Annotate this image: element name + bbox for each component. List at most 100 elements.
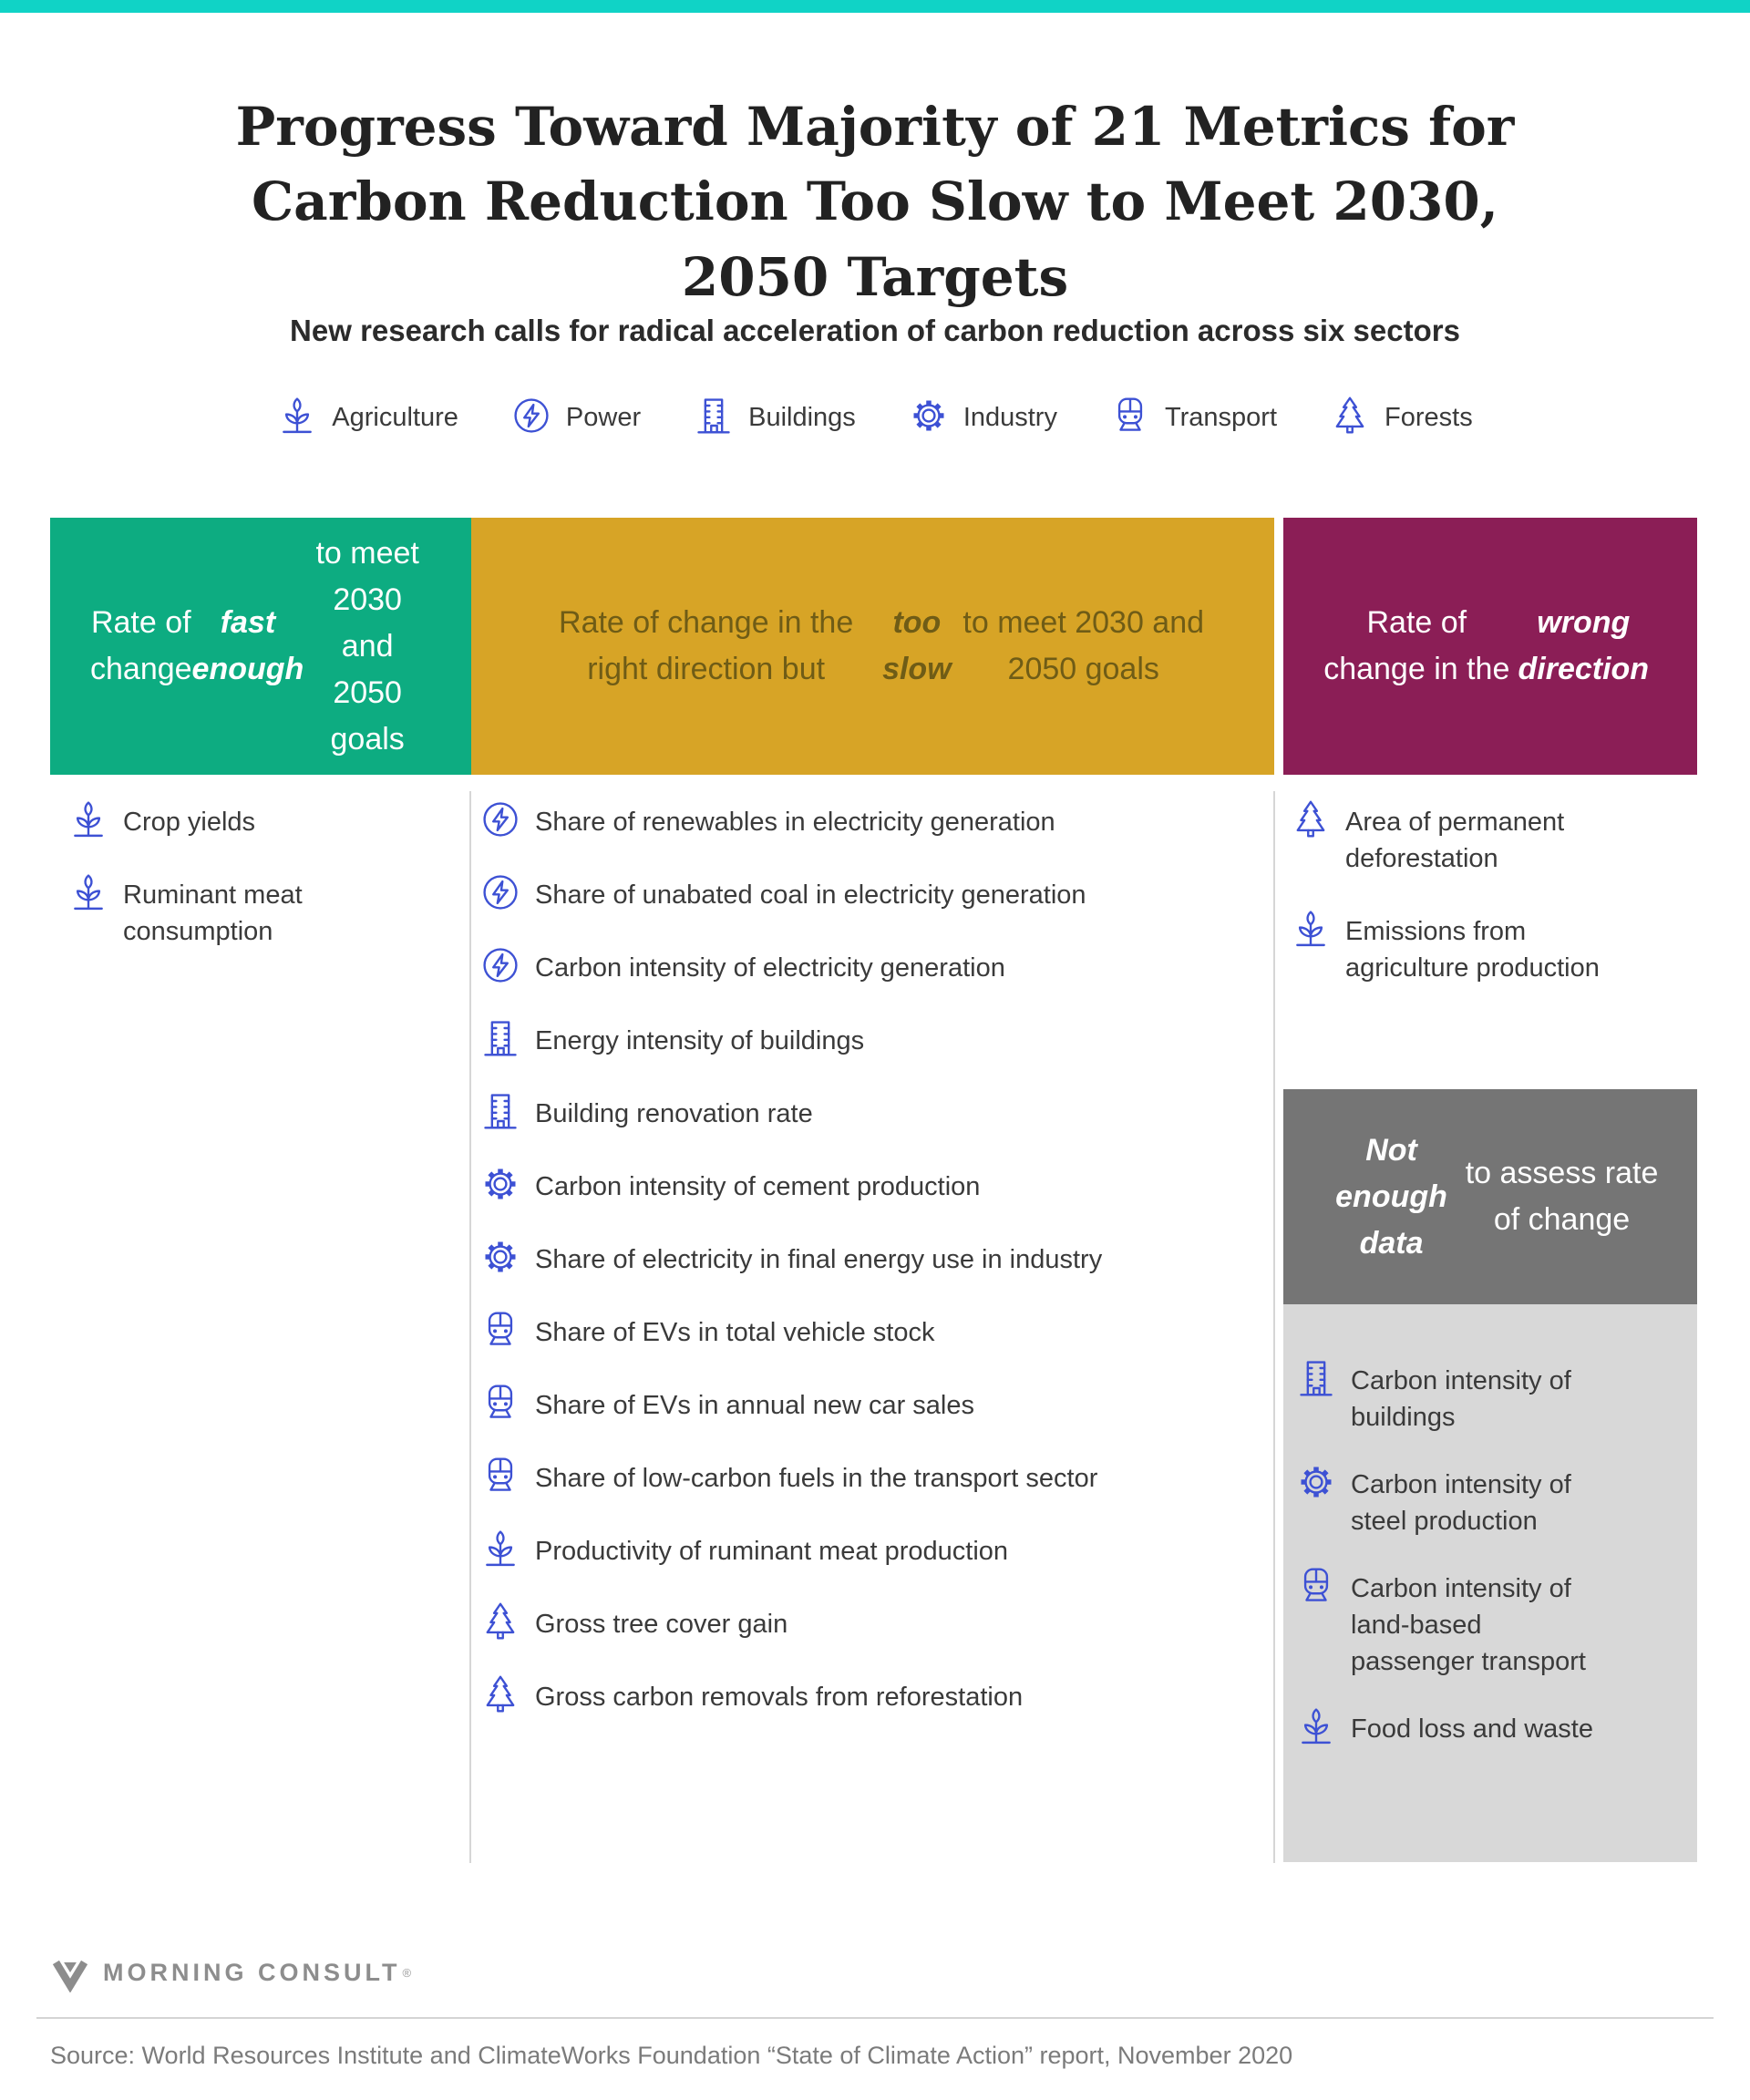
morning-consult-logo-icon [52, 1960, 88, 1992]
sector-legend-item: Buildings [694, 399, 856, 436]
metric-label: Carbon intensity of electricity generati… [535, 953, 1005, 983]
metric-list-wrong-direction: Area of permanent deforestation Emissions… [1283, 791, 1697, 1089]
metric-label: Share of EVs in annual new car sales [535, 1391, 974, 1421]
forests-icon [480, 1601, 520, 1642]
metric-label: Emissions from agriculture production [1345, 917, 1600, 983]
forests-icon [480, 1674, 520, 1714]
metric-item: Share of low-carbon fuels in the transpo… [480, 1460, 1274, 1497]
metric-item: Carbon intensity of buildings [1296, 1363, 1688, 1436]
industry-icon [480, 1237, 520, 1277]
metric-label: Share of electricity in final energy use… [535, 1245, 1103, 1275]
sector-legend-item: Power [511, 399, 641, 436]
sector-label: Agriculture [332, 403, 458, 432]
transport-icon [480, 1310, 520, 1350]
metric-item: Share of renewables in electricity gener… [480, 804, 1274, 840]
metric-item: Energy intensity of buildings [480, 1023, 1274, 1059]
sector-legend-item: Industry [909, 399, 1057, 436]
agriculture-icon [277, 396, 317, 436]
buildings-icon [480, 1091, 520, 1131]
metric-label: Crop yields [123, 808, 256, 837]
page-title: Progress Toward Majority of 21 Metrics f… [235, 96, 1515, 308]
forests-icon [1330, 396, 1370, 436]
metric-item: Ruminant meat consumption [68, 877, 471, 950]
metric-item: Crop yields [68, 804, 471, 840]
registered-mark: ® [402, 1965, 412, 1980]
column-headers: Rate of change fast enough to meet 2030 … [50, 518, 1697, 775]
metric-item: Share of EVs in annual new car sales [480, 1387, 1274, 1424]
metric-item: Share of electricity in final energy use… [480, 1241, 1274, 1278]
metric-label: Building renovation rate [535, 1099, 813, 1129]
metric-label: Carbon intensity of steel production [1351, 1470, 1571, 1537]
metric-item: Emissions from agriculture production [1291, 913, 1697, 986]
metric-label: Carbon intensity of land-based passenger… [1351, 1574, 1586, 1677]
column-header-too-slow: Rate of change in the right direction bu… [471, 518, 1274, 775]
metric-label: Share of unabated coal in electricity ge… [535, 880, 1086, 911]
column-divider-left [469, 791, 471, 1863]
metric-list-too-slow: Share of renewables in electricity gener… [471, 791, 1274, 1752]
transport-icon [480, 1383, 520, 1423]
metric-label: Share of low-carbon fuels in the transpo… [535, 1464, 1098, 1494]
transport-icon [480, 1456, 520, 1496]
metric-item: Carbon intensity of cement production [480, 1168, 1274, 1205]
metric-label: Food loss and waste [1351, 1714, 1593, 1745]
metric-item: Share of EVs in total vehicle stock [480, 1314, 1274, 1351]
industry-icon [909, 396, 949, 436]
metric-label: Productivity of ruminant meat production [535, 1537, 1009, 1567]
page-subtitle: New research calls for radical accelerat… [290, 314, 1460, 347]
power-icon [511, 396, 551, 436]
power-icon [480, 799, 520, 839]
metric-label: Share of EVs in total vehicle stock [535, 1318, 935, 1348]
metric-label: Carbon intensity of cement production [535, 1172, 981, 1202]
columns-area: Crop yields Ruminant meat consumption Sha… [50, 791, 1697, 1862]
forests-icon [1291, 799, 1331, 839]
metric-item: Carbon intensity of electricity generati… [480, 950, 1274, 986]
column-wrong-direction: Area of permanent deforestation Emissions… [1283, 791, 1697, 1862]
metric-item: Gross tree cover gain [480, 1606, 1274, 1642]
top-accent-bar [0, 0, 1750, 13]
sector-legend: Agriculture Power Buildings Industry Transpo… [0, 399, 1750, 436]
power-icon [480, 872, 520, 912]
metric-label: Share of renewables in electricity gener… [535, 808, 1055, 837]
transport-icon [1296, 1566, 1336, 1606]
industry-icon [480, 1164, 520, 1204]
sector-label: Industry [962, 403, 1057, 432]
metric-item: Carbon intensity of steel production [1296, 1467, 1688, 1539]
morning-consult-logo-text: MORNING CONSULT [103, 1958, 401, 1986]
metric-list-fast-enough: Crop yields Ruminant meat consumption [50, 791, 471, 986]
source-text: Source: World Resources Institute and Cl… [50, 2042, 1293, 2069]
column-header-wrong-direction: Rate of change in the wrong direction [1283, 518, 1697, 775]
sector-label: Power [565, 403, 642, 432]
column-header-not-enough-data: Not enough data to assess rate of change [1283, 1089, 1697, 1304]
agriculture-icon [1291, 909, 1331, 949]
metric-item: Gross carbon removals from reforestation [480, 1679, 1274, 1715]
footer-divider [36, 2017, 1714, 2019]
buildings-icon [694, 396, 734, 436]
buildings-icon [1296, 1358, 1336, 1398]
sector-legend-item: Transport [1110, 399, 1277, 436]
sector-legend-item: Agriculture [277, 399, 458, 436]
metric-label: Gross carbon removals from reforestation [535, 1683, 1024, 1713]
agriculture-icon [480, 1529, 520, 1569]
metric-item: Building renovation rate [480, 1096, 1274, 1132]
metric-item: Share of unabated coal in electricity ge… [480, 877, 1274, 913]
agriculture-icon [1296, 1706, 1336, 1746]
metric-list-not-enough-data: Carbon intensity of buildings Carbon inte… [1283, 1304, 1697, 1862]
column-header-fast-enough: Rate of change fast enough to meet 2030 … [50, 518, 471, 775]
agriculture-icon [68, 799, 108, 839]
metric-label: Energy intensity of buildings [535, 1026, 865, 1056]
buildings-icon [480, 1018, 520, 1058]
power-icon [480, 945, 520, 985]
morning-consult-logo: MORNING CONSULT ® [50, 1952, 411, 1992]
metric-label: Ruminant meat consumption [123, 880, 303, 947]
metric-label: Area of permanent deforestation [1345, 808, 1565, 874]
agriculture-icon [68, 872, 108, 912]
industry-icon [1296, 1462, 1336, 1502]
sector-label: Transport [1164, 403, 1278, 432]
metric-label: Carbon intensity of buildings [1351, 1366, 1571, 1433]
sector-label: Buildings [748, 403, 856, 432]
metric-item: Productivity of ruminant meat production [480, 1533, 1274, 1570]
metric-item: Food loss and waste [1296, 1711, 1688, 1747]
metric-item: Carbon intensity of land-based passenger… [1296, 1570, 1688, 1680]
column-divider-right [1273, 791, 1275, 1863]
